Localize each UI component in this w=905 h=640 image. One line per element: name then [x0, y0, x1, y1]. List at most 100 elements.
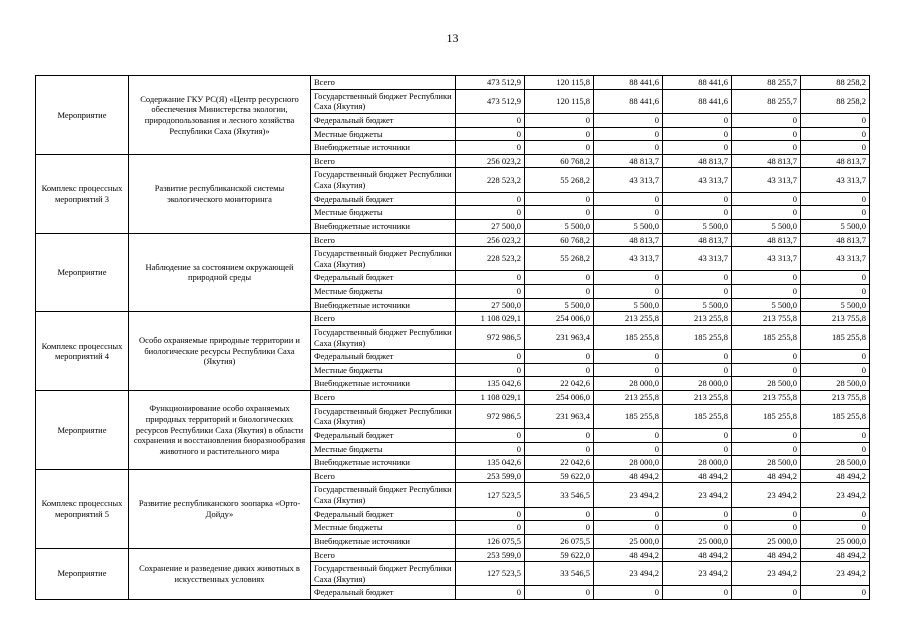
- value-cell: 88 255,7: [731, 75, 801, 90]
- budget-source-cell: Местные бюджеты: [310, 520, 456, 535]
- table-row: Мероприятие Функционирование особо охраня…: [35, 390, 870, 470]
- value-cell: 0: [662, 112, 732, 128]
- value-cell: 0: [455, 585, 525, 600]
- value-cell: 213 255,8: [593, 311, 663, 326]
- value-cell: 0: [524, 520, 594, 535]
- group-type-cell: Мероприятие: [35, 390, 129, 470]
- value-cell: 231 963,4: [524, 324, 594, 351]
- value-cell: 0: [593, 441, 663, 457]
- value-cell: 231 963,4: [524, 403, 594, 429]
- value-cell: 0: [455, 506, 525, 522]
- value-cell: 43 313,7: [662, 246, 732, 272]
- table-row: Государственный бюджет Республики Саха (…: [36, 324, 870, 351]
- value-cell: 60 768,2: [524, 153, 594, 169]
- value-cell: 43 313,7: [593, 167, 663, 193]
- budget-source-cell: Всего: [310, 547, 456, 563]
- value-cell: 0: [731, 441, 801, 457]
- group-description-cell: Развитие республиканской системы экологи…: [128, 153, 311, 234]
- value-cell: 22 042,6: [524, 455, 594, 470]
- value-cell: 22 042,6: [524, 376, 594, 391]
- value-cell: 28 000,0: [593, 455, 663, 470]
- value-cell: 43 313,7: [593, 246, 663, 272]
- value-cell: 0: [662, 140, 732, 155]
- value-cell: 23 494,2: [731, 482, 801, 508]
- value-cell: 5 500,0: [524, 218, 594, 234]
- value-cell: 5 500,0: [662, 218, 732, 234]
- value-cell: 213 755,8: [800, 311, 870, 326]
- value-cell: 213 755,8: [731, 311, 801, 326]
- value-cell: 43 313,7: [731, 167, 801, 193]
- value-cell: 28 500,0: [800, 455, 870, 470]
- budget-source-cell: Внебюджетные источники: [310, 140, 456, 155]
- value-cell: 27 500,0: [455, 297, 525, 313]
- value-cell: 185 255,8: [662, 403, 732, 429]
- budget-source-cell: Государственный бюджет Республики Саха (…: [310, 324, 456, 351]
- value-cell: 28 000,0: [662, 376, 732, 391]
- value-cell: 0: [524, 191, 594, 207]
- value-cell: 0: [800, 506, 870, 522]
- value-cell: 228 523,2: [455, 167, 525, 193]
- value-cell: 185 255,8: [800, 403, 870, 429]
- value-cell: 0: [731, 585, 801, 600]
- group-type-cell: Мероприятие: [35, 75, 129, 155]
- value-cell: 48 494,2: [593, 468, 663, 484]
- value-cell: 0: [800, 441, 870, 457]
- table-row: Комплекс процессных мероприятий 4 Особо о…: [35, 311, 870, 391]
- value-cell: 0: [731, 506, 801, 522]
- table-row: Федеральный бюджет 0 0 0 0 0 0: [36, 585, 870, 600]
- table-row: Комплекс процессных мероприятий 3 Развити…: [35, 153, 870, 234]
- value-cell: 28 000,0: [593, 376, 663, 391]
- value-cell: 0: [800, 362, 870, 378]
- value-cell: 0: [524, 205, 594, 220]
- value-cell: 5 500,0: [731, 297, 801, 313]
- value-cell: 55 268,2: [524, 167, 594, 193]
- value-cell: 254 006,0: [524, 311, 594, 326]
- value-cell: 0: [593, 585, 663, 600]
- group-description-cell: Развитие республиканского зоопарка «Орто…: [128, 468, 311, 549]
- value-cell: 48 813,7: [800, 153, 870, 169]
- value-cell: 0: [731, 112, 801, 128]
- value-cell: 0: [593, 349, 663, 364]
- budget-source-cell: Всего: [310, 311, 456, 326]
- value-cell: 0: [524, 349, 594, 364]
- value-cell: 59 622,0: [524, 468, 594, 484]
- table-row: Местные бюджеты 0 0 0 0 0 0: [36, 126, 870, 142]
- group-type-cell: Комплекс процессных мероприятий 5: [35, 468, 129, 549]
- value-cell: 48 813,7: [593, 232, 663, 248]
- table-row: Комплекс процессных мероприятий 5 Развити…: [35, 468, 870, 549]
- value-cell: 0: [455, 349, 525, 364]
- value-cell: 48 494,2: [593, 547, 663, 563]
- value-cell: 0: [800, 585, 870, 600]
- value-cell: 43 313,7: [662, 167, 732, 193]
- value-cell: 5 500,0: [800, 297, 870, 313]
- value-cell: 0: [662, 506, 732, 522]
- table-row: Государственный бюджет Республики Саха (…: [36, 246, 870, 272]
- value-cell: 253 599,0: [455, 547, 525, 563]
- budget-source-cell: Государственный бюджет Республики Саха (…: [310, 403, 456, 429]
- value-cell: 0: [731, 284, 801, 299]
- value-cell: 26 075,5: [524, 533, 594, 549]
- value-cell: 213 755,8: [800, 390, 870, 405]
- value-cell: 25 000,0: [593, 533, 663, 549]
- value-cell: 256 023,2: [455, 153, 525, 169]
- value-cell: 23 494,2: [800, 561, 870, 587]
- group-description-cell: Функционирование особо охраняемых природ…: [128, 390, 311, 470]
- budget-source-cell: Местные бюджеты: [310, 441, 456, 457]
- table-row: Местные бюджеты 0 0 0 0 0 0: [36, 205, 870, 220]
- group-type-cell: Комплекс процессных мероприятий 4: [35, 311, 129, 391]
- budget-source-cell: Государственный бюджет Республики Саха (…: [310, 88, 456, 114]
- value-cell: 228 523,2: [455, 246, 525, 272]
- value-cell: 0: [455, 520, 525, 535]
- value-cell: 0: [800, 126, 870, 142]
- value-cell: 0: [524, 112, 594, 128]
- value-cell: 0: [800, 427, 870, 443]
- value-cell: 55 268,2: [524, 246, 594, 272]
- budget-source-cell: Всего: [310, 468, 456, 484]
- budget-source-cell: Внебюджетные источники: [310, 218, 456, 234]
- budget-source-cell: Федеральный бюджет: [310, 349, 456, 364]
- value-cell: 0: [593, 126, 663, 142]
- value-cell: 23 494,2: [662, 561, 732, 587]
- value-cell: 0: [662, 441, 732, 457]
- value-cell: 23 494,2: [593, 561, 663, 587]
- value-cell: 48 494,2: [662, 468, 732, 484]
